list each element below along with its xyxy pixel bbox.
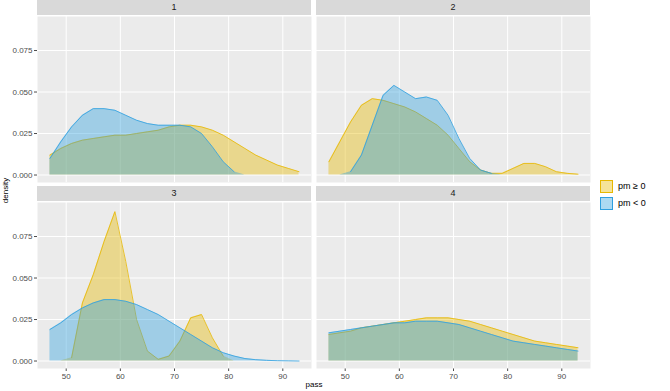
svg-text:0.075: 0.075 — [12, 46, 33, 55]
svg-text:0.050: 0.050 — [12, 88, 33, 97]
html-text:3: 3 — [171, 188, 177, 198]
svg-text:0.000: 0.000 — [12, 357, 33, 366]
svg-text:0.050: 0.050 — [12, 274, 33, 283]
svg-text:50: 50 — [341, 372, 350, 381]
svg-text:80: 80 — [224, 372, 233, 381]
svg-text:0.025: 0.025 — [12, 315, 33, 324]
svg-text:90: 90 — [557, 372, 566, 381]
svg-text:70: 70 — [170, 372, 179, 381]
svg-text:0.075: 0.075 — [12, 232, 33, 241]
svg-text:0.025: 0.025 — [12, 129, 33, 138]
html-text:pm ≥ 0: pm ≥ 0 — [618, 181, 646, 191]
html-text:density: density — [0, 177, 10, 204]
svg-text:50: 50 — [62, 372, 71, 381]
html-text:4: 4 — [450, 188, 456, 198]
html-text:1: 1 — [171, 2, 177, 12]
html-text:2: 2 — [450, 2, 456, 12]
svg-text:90: 90 — [278, 372, 287, 381]
html-text:pm < 0: pm < 0 — [618, 198, 646, 208]
svg-text:80: 80 — [503, 372, 512, 381]
svg-text:60: 60 — [116, 372, 125, 381]
svg-text:70: 70 — [449, 372, 458, 381]
svg-text:60: 60 — [395, 372, 404, 381]
svg-text:0.000: 0.000 — [12, 171, 33, 180]
html-text:pass: pass — [305, 380, 323, 389]
